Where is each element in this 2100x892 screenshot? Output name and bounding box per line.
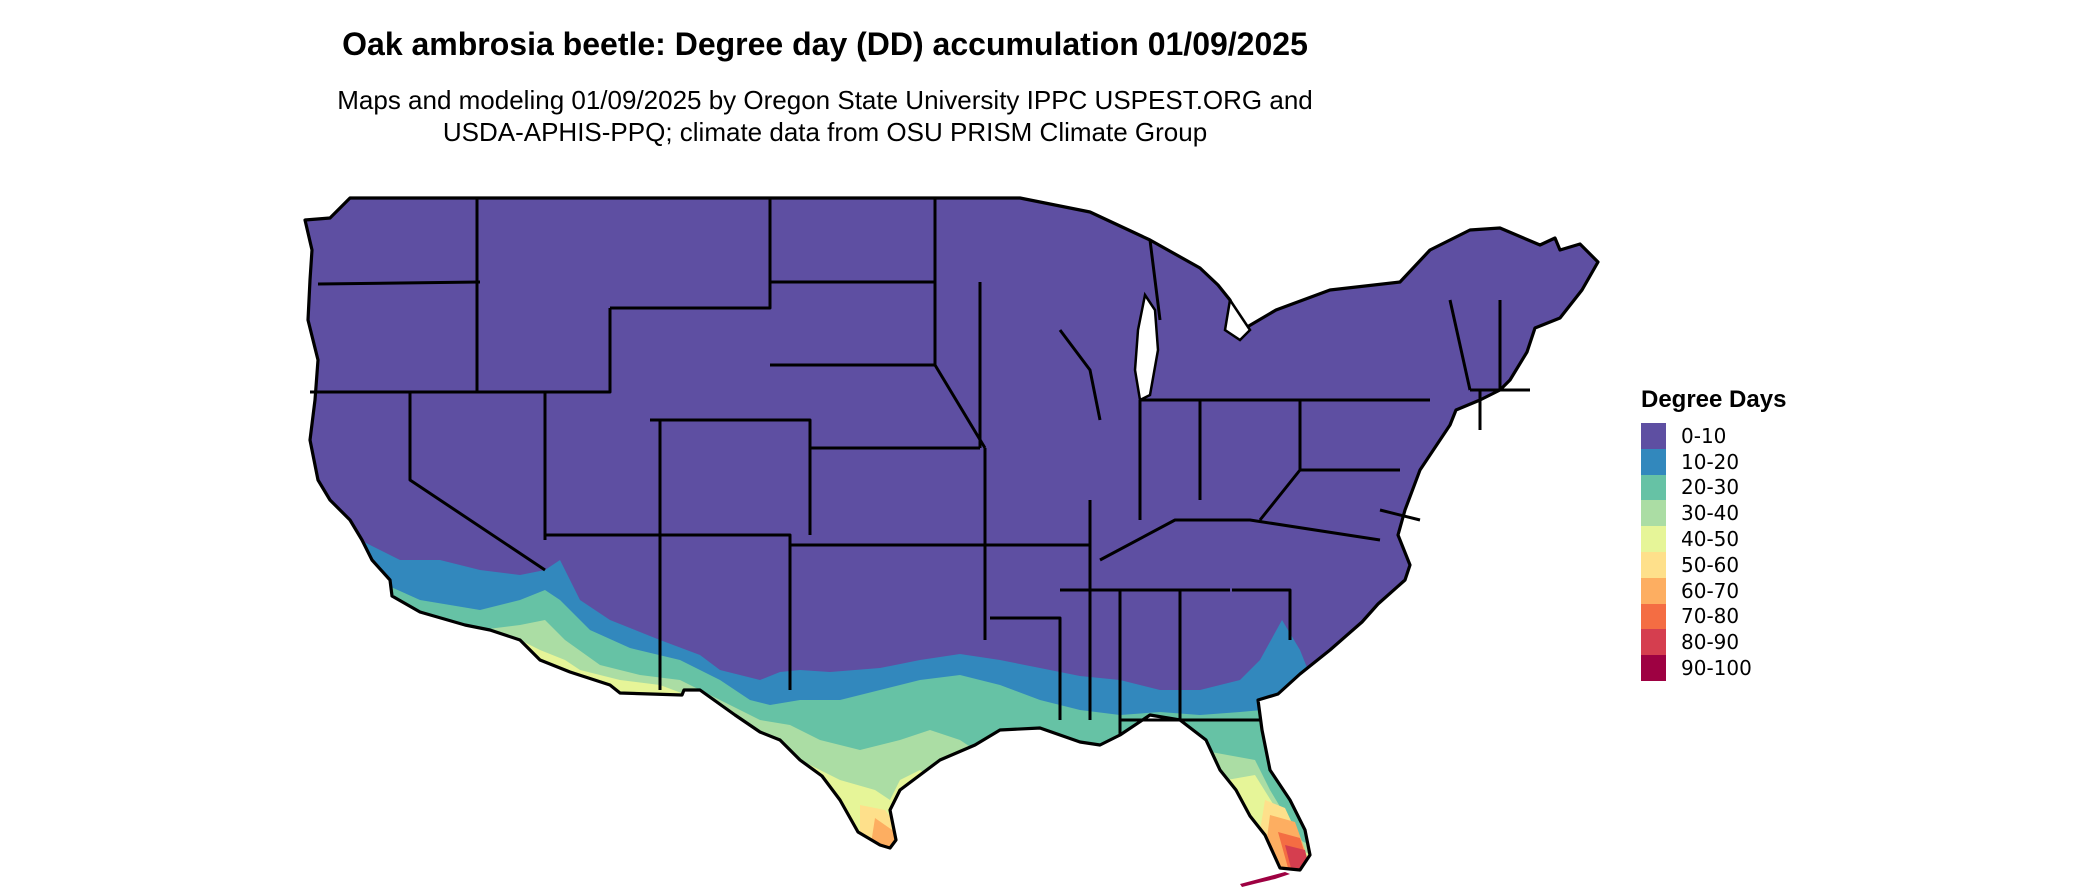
legend-swatch [1641,500,1666,527]
legend-swatch [1641,551,1666,578]
legend-label: 70-80 [1681,604,1740,629]
legend-label: 30-40 [1681,501,1740,526]
map-subtitle: Maps and modeling 01/09/2025 by Oregon S… [0,84,1650,148]
great-lakes [1133,291,1252,402]
map-title: Oak ambrosia beetle: Degree day (DD) acc… [342,26,1308,62]
legend-item: 0-10 [1641,423,1786,449]
legend-label: 20-30 [1681,475,1740,500]
legend-label: 50-60 [1681,552,1740,577]
legend-item: 60-70 [1641,577,1786,604]
us-outline [303,196,1600,872]
legend-swatch [1641,603,1666,630]
legend-item: 20-30 [1641,474,1786,501]
legend-swatch [1641,655,1666,681]
legend-item: 10-20 [1641,448,1786,475]
legend-label: 40-50 [1681,527,1740,552]
legend-label: 90-100 [1681,656,1752,681]
legend-item: 30-40 [1641,500,1786,527]
legend-item: 80-90 [1641,629,1786,656]
legend-items: 0-10 10-20 20-30 30-40 40-50 50-60 60-70 70-80 8… [1641,423,1786,681]
legend: Degree Days 0-10 10-20 20-30 30-40 40-50 50-6… [1641,386,1786,681]
legend-label: 80-90 [1681,630,1740,655]
legend-swatch [1641,448,1666,475]
subtitle-line-1: Maps and modeling 01/09/2025 by Oregon S… [337,85,1313,115]
legend-title: Degree Days [1641,386,1787,413]
legend-swatch [1641,526,1666,552]
subtitle-line-2: USDA-APHIS-PPQ; climate data from OSU PR… [442,117,1208,147]
legend-swatch [1641,577,1666,604]
legend-item: 40-50 [1641,526,1786,552]
state-borders [310,198,1530,735]
legend-swatch [1641,474,1666,501]
legend-label: 10-20 [1681,449,1740,474]
legend-item: 70-80 [1641,603,1786,630]
legend-label: 60-70 [1681,578,1740,603]
legend-item: 90-100 [1641,655,1786,681]
legend-label: 0-10 [1681,423,1727,448]
legend-swatch [1641,423,1666,449]
legend-item: 50-60 [1641,551,1786,578]
degree-day-band-60-70 [870,815,1310,870]
degree-day-band-50-60 [860,800,1310,870]
legend-swatch [1641,629,1666,656]
florida-keys-region [1240,872,1290,887]
